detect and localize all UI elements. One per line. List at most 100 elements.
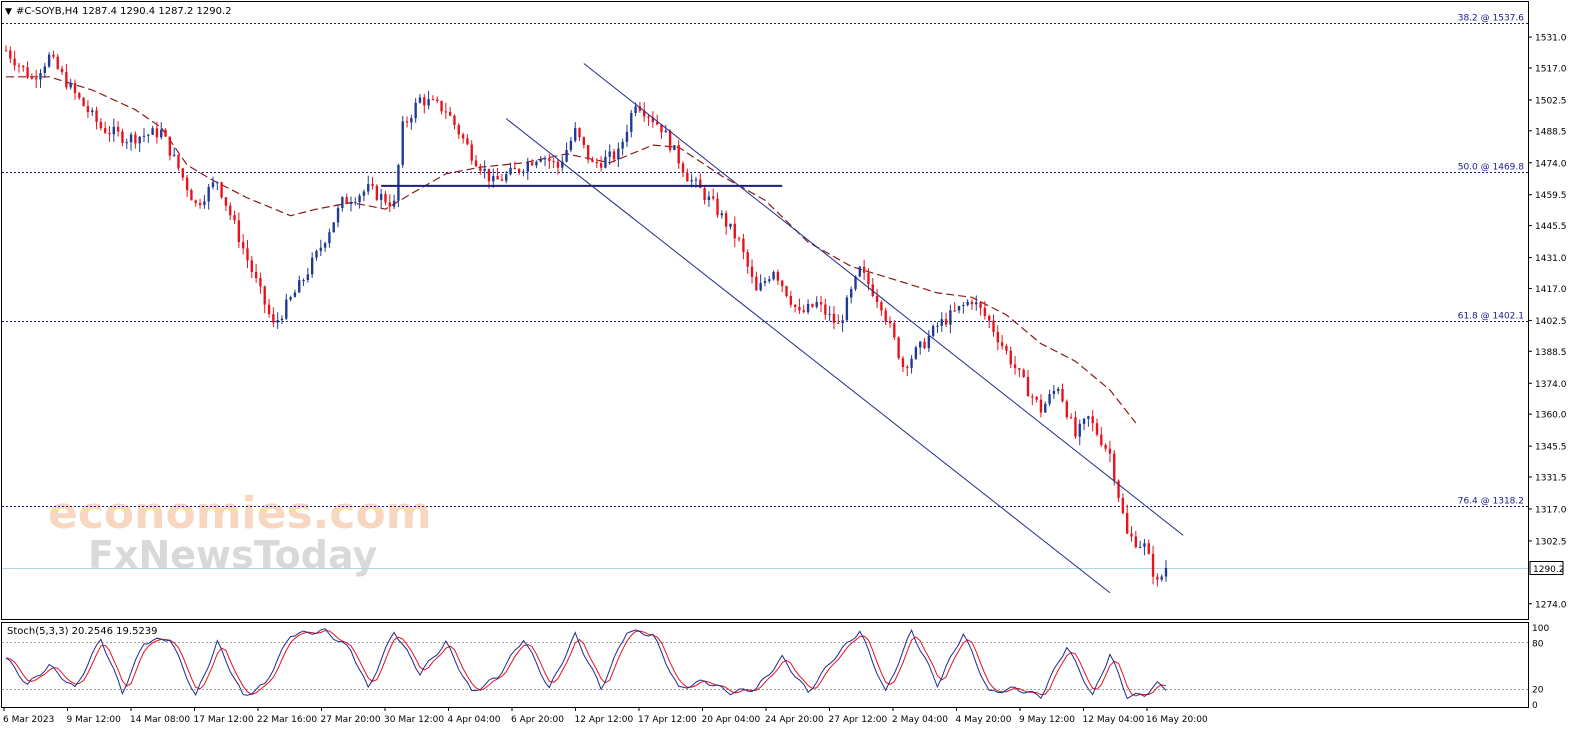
candle-body	[384, 193, 387, 203]
candle	[65, 63, 68, 90]
candle-body	[1000, 342, 1004, 346]
candle-body	[1065, 401, 1069, 418]
candle	[138, 136, 141, 153]
candle	[677, 140, 680, 169]
dropdown-arrow-icon[interactable]: ▼	[5, 7, 12, 17]
candle-body	[17, 65, 21, 67]
candle	[949, 304, 952, 334]
candle	[526, 157, 529, 180]
candle	[880, 300, 883, 316]
candle-body	[712, 196, 715, 199]
candle	[289, 295, 292, 302]
candle-body	[793, 304, 797, 308]
candle-body	[1031, 396, 1034, 398]
candle	[940, 312, 943, 332]
candle-body	[444, 111, 448, 113]
candle-body	[39, 72, 42, 80]
candle-body	[328, 232, 331, 244]
candle	[259, 272, 262, 294]
candle	[988, 314, 991, 329]
candle	[996, 325, 1000, 351]
candle	[52, 50, 55, 59]
candle-body	[845, 297, 849, 321]
candle-body	[168, 136, 172, 156]
candle-body	[781, 280, 784, 287]
date-axis-label: 6 Mar 2023	[3, 715, 54, 725]
candle-body	[431, 99, 435, 101]
candle-body	[349, 202, 353, 204]
candle	[9, 46, 12, 63]
current-price-box	[1529, 561, 1564, 575]
candle	[436, 96, 439, 104]
candle-body	[949, 310, 952, 325]
candle-body	[815, 302, 818, 307]
candle	[160, 122, 163, 140]
candle	[474, 155, 478, 168]
candle-body	[466, 138, 469, 145]
candle	[108, 126, 111, 142]
candle	[410, 114, 413, 130]
candle-body	[323, 243, 327, 248]
candle-body	[526, 162, 529, 172]
candle-body	[397, 164, 400, 201]
candle-body	[345, 197, 348, 204]
candle	[716, 192, 719, 218]
candle-body	[47, 54, 51, 67]
stoch-label: Stoch(5,3,3) 20.2546 19.5239	[7, 626, 158, 637]
candle	[371, 177, 374, 190]
date-axis-label: 2 May 04:00	[892, 715, 948, 725]
candle	[401, 116, 404, 168]
candle-body	[121, 131, 124, 143]
candle	[470, 140, 473, 165]
candle-body	[681, 163, 685, 173]
candle	[267, 298, 271, 318]
candle	[910, 355, 913, 374]
candle-body	[729, 223, 732, 227]
candle-body	[841, 320, 844, 324]
candle	[992, 314, 995, 337]
candle-body	[1121, 497, 1125, 513]
price-axis-label: 1431.0	[1535, 254, 1567, 264]
candle	[578, 127, 581, 142]
candle-body	[358, 195, 361, 203]
candle-body	[60, 68, 64, 73]
candle	[1018, 367, 1021, 378]
candle-body	[539, 159, 542, 162]
candle	[78, 91, 81, 100]
candle-body	[561, 161, 564, 168]
candle-body	[893, 323, 896, 338]
candle-body	[983, 307, 987, 316]
watermark-line1: economies.com	[48, 488, 432, 539]
candle	[802, 304, 805, 314]
candle	[1164, 560, 1168, 582]
candle	[806, 299, 810, 315]
candle-body	[535, 161, 538, 166]
candle-body	[789, 296, 793, 305]
candle	[216, 181, 219, 191]
candle	[901, 355, 905, 373]
candle-body	[643, 110, 646, 117]
candle	[919, 341, 922, 355]
candle-body	[517, 169, 521, 173]
candle	[466, 133, 469, 146]
price-axis-label: 1317.0	[1535, 505, 1567, 515]
candle	[582, 136, 586, 149]
candle-body	[91, 110, 94, 113]
candle	[453, 114, 456, 130]
candle-body	[1160, 576, 1163, 580]
candle-body	[1061, 388, 1064, 402]
candle	[966, 299, 969, 307]
candle	[785, 285, 788, 298]
candle-body	[686, 172, 689, 182]
candle-body	[1048, 394, 1051, 404]
date-axis-label: 9 May 12:00	[1019, 715, 1075, 725]
candle	[358, 193, 361, 209]
candle-body	[612, 151, 616, 160]
candle-body	[919, 341, 922, 348]
candle-body	[164, 129, 167, 137]
candle	[203, 194, 206, 209]
candle-body	[975, 302, 978, 305]
candle-body	[565, 150, 568, 162]
stoch-axis-label: 80	[1532, 639, 1544, 649]
candle-body	[996, 331, 1000, 343]
